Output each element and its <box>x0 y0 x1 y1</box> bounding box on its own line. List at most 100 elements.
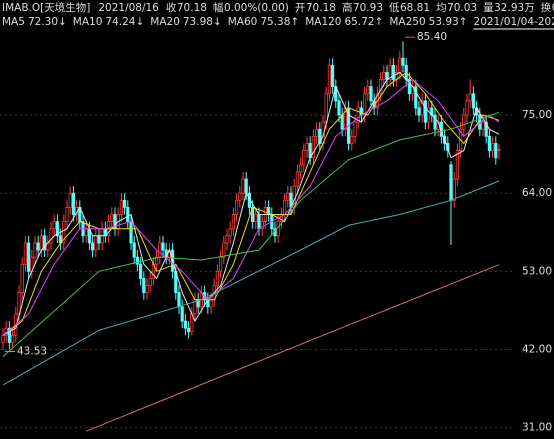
candle-body <box>414 86 418 109</box>
candle-body <box>91 242 95 251</box>
quote-label: 幅 <box>213 1 224 14</box>
quote-value: 32.93万 <box>494 2 535 14</box>
candle-body <box>481 121 485 130</box>
candle-body <box>385 72 389 80</box>
candle-body <box>119 199 123 215</box>
candle-body <box>484 121 488 137</box>
candle-body <box>452 178 456 201</box>
candle-body <box>7 327 11 343</box>
candle-body <box>26 242 31 272</box>
quote-value: 0.43% <box>552 2 554 14</box>
legend-value: 73.98↓ <box>183 16 222 28</box>
candle-body <box>123 199 127 208</box>
candle-body <box>286 192 290 201</box>
candle-body <box>222 242 226 258</box>
candle-body <box>340 114 344 130</box>
candle-body <box>465 100 469 116</box>
candle-body <box>468 93 472 102</box>
candle-body <box>391 64 396 80</box>
candle-body <box>55 221 60 237</box>
ma-line <box>2 71 500 336</box>
legend-name: MA250 <box>389 16 425 28</box>
legend-value: 65.72↑ <box>345 16 384 28</box>
quote-label: 高 <box>342 1 353 14</box>
y-tick-label: 75.00 <box>522 109 552 121</box>
candle-body <box>327 64 332 95</box>
quote-value: 70.18 <box>177 2 207 14</box>
legend-value: 75.38↑ <box>260 16 299 28</box>
candle-body <box>330 64 335 88</box>
candle-body <box>180 306 184 322</box>
candle-body <box>52 221 56 230</box>
candle-body <box>439 121 444 137</box>
candle-body <box>487 135 492 151</box>
candle-body <box>407 79 412 95</box>
candle-body <box>350 135 354 144</box>
high-label: 85.40 <box>417 31 447 43</box>
candle-body <box>126 206 130 223</box>
quote-value: 68.81 <box>400 2 430 14</box>
candle-body <box>138 263 143 279</box>
candle-body <box>462 114 466 130</box>
y-tick-label: 31.00 <box>522 422 552 434</box>
quote-value: 70.18 <box>306 2 336 14</box>
candle-body <box>446 143 450 151</box>
legend-value: 72.30↓ <box>28 16 67 28</box>
candle-body <box>260 221 264 230</box>
candle-body <box>362 93 367 116</box>
candle-body <box>298 164 303 173</box>
candle-body <box>314 128 319 137</box>
quote-label: 量 <box>483 2 494 14</box>
legend-name: MA120 <box>305 16 341 28</box>
quote-label: 收 <box>166 1 177 14</box>
candle-body <box>305 143 309 151</box>
candle-body <box>39 235 44 251</box>
candle-body <box>231 214 235 230</box>
quote-value: 70.03 <box>447 2 477 14</box>
candle-body <box>132 242 136 258</box>
candle-body <box>183 320 187 329</box>
candle-body <box>420 100 424 116</box>
symbol: IMAB.O[天境生物] <box>2 1 90 14</box>
candle-body <box>148 278 152 286</box>
candle-body <box>382 72 386 80</box>
candle-body <box>65 206 69 223</box>
candle-body <box>337 100 341 116</box>
candle-body <box>215 270 219 286</box>
candle-body <box>20 263 24 294</box>
candle-body <box>23 242 28 265</box>
candle-body <box>369 86 373 102</box>
candle-body <box>449 164 453 201</box>
candle-body <box>398 57 402 73</box>
candle-body <box>161 242 165 251</box>
candle-body <box>177 292 181 308</box>
candle-body <box>353 121 357 137</box>
legend-value: 74.24↓ <box>105 16 144 28</box>
low-label: 43.53 <box>17 345 47 357</box>
legend-name: MA5 <box>2 16 25 28</box>
candle-body <box>423 100 428 123</box>
candle-body <box>238 192 242 201</box>
candle-body <box>68 192 72 208</box>
candle-body <box>94 235 98 251</box>
candle-body <box>135 256 139 265</box>
header: IMAB.O[天境生物] 2021/08/16 收 70.18 幅 0.00%(0.00)… <box>2 1 554 30</box>
candle-body <box>471 93 476 109</box>
candle-body <box>241 178 245 194</box>
legend-name: MA20 <box>150 16 180 28</box>
candle-body <box>97 235 101 244</box>
date: 2021/08/16 <box>98 2 159 14</box>
candle-body <box>366 86 370 95</box>
candle-body <box>234 199 239 215</box>
candle-body <box>490 143 495 151</box>
candle-body <box>318 128 322 144</box>
candle-body <box>186 327 191 333</box>
candle-body <box>433 114 437 130</box>
quote-value: 0.00%(0.00) <box>224 2 289 14</box>
ma-line <box>2 111 500 357</box>
candle-body <box>257 214 261 230</box>
candle-body <box>158 242 162 258</box>
candle-body <box>388 64 392 80</box>
candle-body <box>142 278 146 294</box>
legend-value: 53.93↑ <box>429 16 468 28</box>
